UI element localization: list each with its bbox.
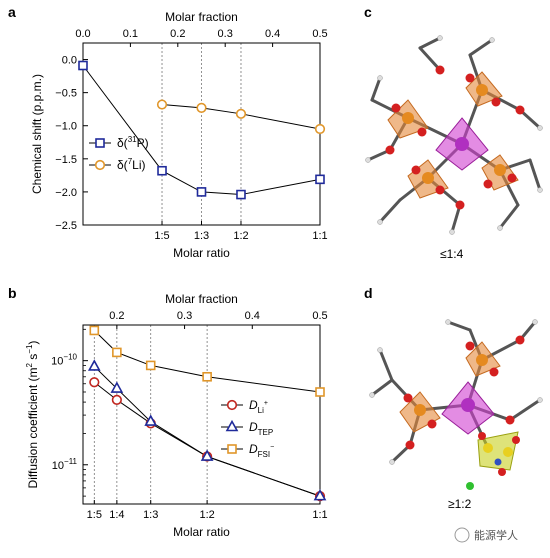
data-point-b-1-1: [110, 381, 124, 393]
molecule-d-label: ≥1:2: [448, 497, 472, 511]
top-tick-label-b-0: 0.2: [109, 310, 124, 322]
top-tick-label-a-4: 0.4: [265, 28, 280, 40]
top-tick-label-a-1: 0.1: [123, 28, 138, 40]
y-tick-label-a-3: −1.5: [55, 154, 77, 166]
legend-marker-b-1: [225, 419, 239, 432]
data-point-a-0-4: [315, 174, 325, 185]
molecule-c-atoms: [365, 35, 543, 235]
legend-marker-b-2: [227, 444, 237, 454]
data-point-b-0-0: [89, 377, 100, 388]
panel-letter-b: b: [8, 285, 17, 301]
legend-label-b-2: DFSI−: [249, 442, 274, 459]
legend-label-b-0: DLi+: [249, 398, 268, 415]
panel-letter-c: c: [364, 4, 372, 20]
data-point-b-2-4: [315, 387, 325, 397]
y-axis-title-a: Chemical shift (p.p.m.): [30, 74, 44, 194]
top-tick-label-a-5: 0.5: [312, 28, 327, 40]
bottom-tick-label-a-3: 1:1: [312, 230, 327, 242]
molecule-d-atoms: [369, 319, 543, 490]
data-point-b-2-1: [112, 347, 122, 358]
bottom-tick-label-a-0: 1:5: [154, 230, 169, 242]
top-tick-label-a-2: 0.2: [170, 28, 185, 40]
chart-b: 0.2 0.3 0.4 0.5 Molar fraction 1:5 1:4 1:3 1:2 1:…: [25, 292, 328, 539]
data-point-b-1-3: [200, 449, 214, 461]
y-tick-label-a-4: −2.0: [55, 187, 77, 199]
chart-a: 0.0 0.1 0.2 0.3 0.4 0.5 Molar fraction 1:5 1:3 1:…: [30, 10, 328, 260]
data-point-b-2-3: [202, 371, 212, 382]
series-line-a-1: [161, 104, 321, 130]
data-point-b-0-1: [111, 394, 122, 405]
legend-label-b-1: DTEP: [249, 420, 273, 437]
bottom-tick-label-b-4: 1:1: [312, 509, 327, 521]
legend-label-a-0: δ(31P): [117, 135, 149, 150]
data-point-a-1-2: [235, 108, 247, 119]
bottom-tick-label-a-1: 1:3: [194, 230, 209, 242]
top-tick-label-a-3: 0.3: [218, 28, 233, 40]
top-tick-label-b-2: 0.4: [245, 310, 260, 322]
data-point-a-0-1: [157, 165, 167, 176]
bottom-tick-label-a-2: 1:2: [233, 230, 248, 242]
data-point-a-1-0: [156, 99, 168, 110]
data-point-b-1-4: [313, 488, 327, 501]
top-axis-title-b: Molar fraction: [165, 292, 238, 306]
data-point-a-0-2: [196, 187, 207, 197]
data-point-b-1-0: [87, 359, 101, 371]
y-axis-title-b: Diffusion coefficient (m2 s−1): [25, 341, 40, 489]
x-axis-title-b: Molar ratio: [173, 525, 230, 539]
panel-letter-a: a: [8, 4, 16, 20]
panel-letter-d: d: [364, 285, 373, 301]
plot-frame-b: [82, 324, 321, 505]
top-tick-label-b-1: 0.3: [177, 310, 192, 322]
y-tick-label-b-0: 10−10: [51, 353, 77, 368]
bottom-tick-label-b-1: 1:4: [109, 509, 124, 521]
legend-marker-b-0: [226, 399, 238, 411]
watermark: 能源学人: [454, 527, 518, 543]
watermark-text: 能源学人: [474, 528, 518, 542]
top-axis-title-a: Molar fraction: [165, 10, 238, 24]
legend-marker-a-0: [95, 138, 105, 148]
molecule-illustration-c: ≤1:4: [365, 35, 543, 261]
data-point-a-1-1: [196, 102, 207, 113]
y-tick-label-a-0: 0.0: [62, 55, 77, 67]
data-point-b-2-2: [145, 360, 156, 371]
data-point-b-1-2: [144, 414, 158, 426]
y-tick-label-a-2: −1.0: [55, 121, 77, 133]
y-tick-label-b-1: 10−11: [52, 457, 78, 472]
top-tick-label-b-3: 0.5: [312, 310, 327, 322]
legend-label-a-1: δ(7Li): [117, 157, 145, 172]
legend-marker-a-1: [94, 159, 106, 171]
x-axis-title-a: Molar ratio: [173, 246, 230, 260]
bottom-tick-label-b-0: 1:5: [87, 509, 102, 521]
bottom-tick-label-b-3: 1:2: [199, 509, 214, 521]
y-tick-label-a-1: −0.5: [55, 88, 77, 100]
top-tick-label-a-0: 0.0: [75, 28, 90, 40]
data-point-a-1-3: [314, 123, 326, 135]
data-point-b-2-0: [89, 325, 100, 336]
molecule-c-label: ≤1:4: [440, 247, 464, 261]
watermark-logo-icon: [454, 527, 470, 543]
bottom-tick-label-b-2: 1:3: [143, 509, 158, 521]
y-tick-label-a-5: −2.5: [55, 220, 77, 232]
molecule-d-fsi-anion: [477, 431, 519, 471]
data-point-a-0-3: [236, 189, 246, 200]
molecule-illustration-d: ≥1:2: [369, 319, 543, 511]
data-point-a-0-0: [78, 60, 88, 71]
plot-frame-a: [82, 42, 321, 226]
